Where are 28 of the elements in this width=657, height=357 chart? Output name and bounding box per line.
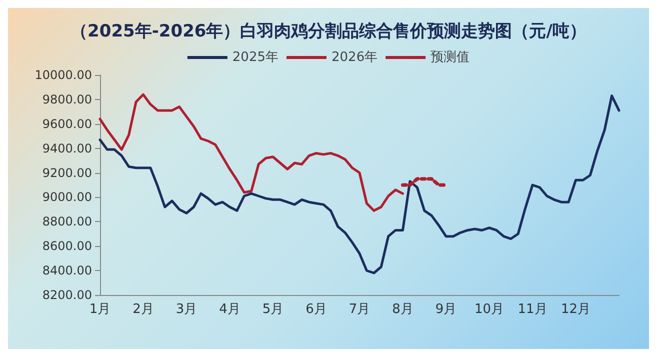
x-tick-label: 10月 [474,302,504,317]
x-tick-label: 11月 [518,302,548,317]
x-tick-label: 9月 [435,302,457,317]
legend-label: 2025年 [232,50,279,65]
legend-label: 2026年 [332,50,378,65]
x-tick-label: 6月 [306,302,327,317]
y-tick-label: 9800.00 [42,92,92,106]
y-tick-label: 9400.00 [42,141,92,156]
x-tick-label: 2月 [132,302,154,317]
chart-title: （2025年-2026年）白羽肉鸡分割品综合售价预测走势图（元/吨） [70,22,586,42]
y-tick-label: 9000.00 [42,190,92,204]
y-tick-label: 8400.00 [42,264,92,278]
x-tick-label: 12月 [560,302,591,317]
y-tick-label: 8200.00 [42,288,92,302]
x-tick-label: 1月 [89,302,111,317]
x-tick-label: 7月 [348,302,370,317]
legend-label: 预测值 [430,50,470,65]
x-tick-label: 4月 [219,302,240,317]
y-tick-label: 9600.00 [42,116,92,131]
y-tick-label: 10000.00 [34,68,92,82]
y-tick-label: 8800.00 [42,214,92,229]
x-tick-label: 5月 [262,302,284,317]
line-series [98,94,620,274]
x-tick-label: 8月 [392,302,414,317]
line-series [98,93,404,212]
y-tick-label: 9200.00 [42,166,92,180]
y-tick-label: 8600.00 [42,239,92,254]
x-tick-label: 3月 [176,302,198,317]
